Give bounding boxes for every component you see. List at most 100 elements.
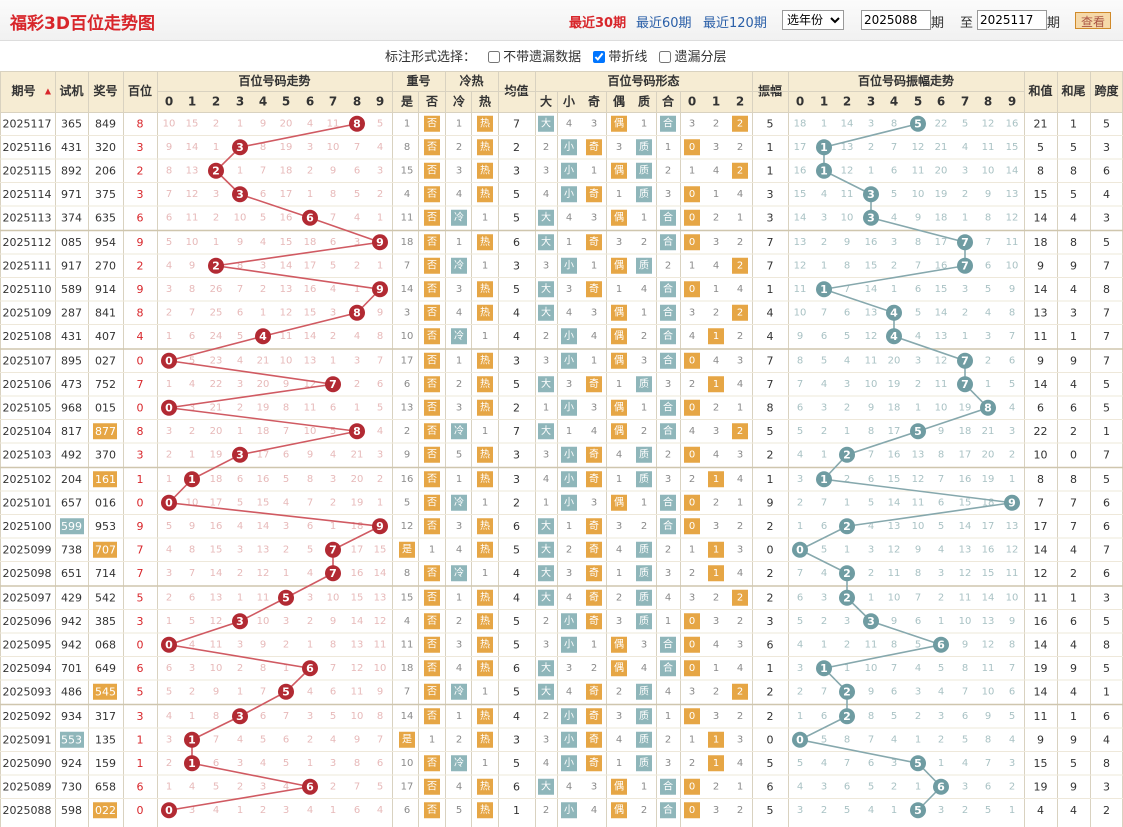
- trend-miss: 12: [374, 616, 387, 627]
- form-miss: 3: [665, 189, 671, 200]
- header-issue[interactable]: 期号: [11, 83, 35, 98]
- form-tag: [586, 471, 602, 488]
- repeat-miss: 10: [401, 331, 414, 342]
- trend-miss: 4: [307, 118, 313, 129]
- repeat-no-tag: [424, 589, 440, 606]
- to-issue-input[interactable]: [977, 10, 1047, 30]
- option-no-miss[interactable]: 不带遗漏数据: [488, 50, 581, 65]
- hot-miss: 1: [482, 568, 488, 579]
- option-polyline-checkbox[interactable]: [593, 51, 606, 63]
- query-button[interactable]: 查看: [1075, 12, 1111, 29]
- amp-miss: 4: [1009, 402, 1015, 413]
- table-row-span: 8: [1103, 757, 1110, 770]
- amp-miss: 1: [821, 449, 827, 460]
- sort-icon[interactable]: ▲: [45, 87, 52, 96]
- form-value: 奇: [589, 235, 599, 248]
- amp-miss: 13: [982, 616, 995, 627]
- trend-miss: 5: [283, 474, 289, 485]
- form-tag: [684, 186, 700, 203]
- trend-miss: 3: [237, 379, 243, 390]
- amp-miss: 7: [797, 568, 803, 579]
- trend-miss: 8: [330, 639, 336, 650]
- trend-miss: 3: [307, 711, 313, 722]
- trend-miss: 13: [186, 165, 199, 176]
- amplitude-ball: [863, 186, 879, 203]
- table-row-sum: 12: [1034, 567, 1048, 580]
- nav-recent-120[interactable]: 最近120期: [703, 16, 767, 31]
- top-bar: 福彩3D百位走势图 最近30期 最近60期 最近120期 选年份 期 至 期 查…: [0, 0, 1123, 41]
- form-tag: [732, 589, 748, 606]
- table-row-tail: 1: [1070, 591, 1077, 604]
- option-no-miss-checkbox[interactable]: [488, 51, 501, 63]
- form-miss: 3: [616, 237, 622, 248]
- table-row-span: 6: [1103, 567, 1110, 580]
- form-miss: 4: [737, 379, 743, 390]
- form-tag: [660, 234, 676, 251]
- table-row-issue: 2025093: [3, 685, 52, 698]
- option-miss-layer-checkbox[interactable]: [659, 51, 672, 63]
- trend-miss: 18: [304, 237, 317, 248]
- form-value: 0: [689, 639, 695, 650]
- hot-tag: [477, 471, 493, 488]
- table-row-hundred: 9: [137, 520, 144, 533]
- amp-miss: 1: [844, 663, 850, 674]
- hot: 热: [480, 542, 490, 555]
- amp-miss: 4: [962, 758, 968, 769]
- form-tag: [538, 209, 554, 226]
- table-row-span: 5: [1103, 236, 1110, 249]
- form-miss: 3: [641, 639, 647, 650]
- table-row-tail: 9: [1070, 354, 1077, 367]
- repeat-prize-tag: [93, 423, 117, 440]
- from-issue-input[interactable]: [861, 10, 931, 30]
- option-polyline[interactable]: 带折线: [593, 50, 647, 65]
- form-tag: [636, 541, 652, 558]
- form-value: 偶: [614, 400, 624, 413]
- amplitude-ball: [839, 565, 855, 582]
- cold-miss: 1: [456, 118, 462, 129]
- header-form-col: 2: [736, 95, 744, 109]
- amp-miss: 12: [935, 355, 948, 366]
- trend-miss: 9: [237, 237, 243, 248]
- options-prompt: 标注形式选择：: [385, 50, 477, 65]
- repeat-no-tag: [424, 234, 440, 251]
- trend-miss: 7: [189, 568, 195, 579]
- hot-miss: 1: [482, 758, 488, 769]
- hot-tag: [477, 518, 493, 535]
- form-tag: [561, 636, 577, 653]
- trend-miss: 8: [237, 260, 243, 271]
- cold-tag: [451, 257, 467, 274]
- nav-recent-60[interactable]: 最近60期: [636, 16, 692, 31]
- form-miss: 3: [641, 355, 647, 366]
- repeat-no-tag: [424, 494, 440, 511]
- form-tag: [732, 423, 748, 440]
- amp-miss: 12: [912, 142, 925, 153]
- table-row-prize: 068: [95, 638, 116, 651]
- amp-miss: 11: [888, 568, 901, 579]
- form-value: 质: [639, 685, 649, 697]
- form-miss: 2: [665, 260, 671, 271]
- repeat-no-tag: [424, 708, 440, 725]
- form-tag: [538, 518, 554, 535]
- hot-tag: [477, 660, 493, 677]
- table-row-prize: 407: [95, 330, 116, 343]
- trend-miss: 8: [354, 758, 360, 769]
- year-select[interactable]: 选年份: [782, 10, 844, 30]
- form-value: 小: [564, 448, 574, 460]
- option-miss-layer[interactable]: 遗漏分层: [659, 50, 726, 65]
- trend-miss: 4: [260, 237, 266, 248]
- form-tag: [732, 257, 748, 274]
- form-value: 合: [663, 282, 673, 295]
- nav-recent-30[interactable]: 最近30期: [569, 16, 627, 31]
- table-row-hundred: 6: [137, 780, 144, 793]
- repeat-prize-tag: [93, 802, 117, 819]
- repeat-miss: 14: [401, 284, 414, 295]
- table-row-amp: 1: [767, 283, 774, 296]
- amp-miss: 4: [938, 686, 944, 697]
- table-row-test: 968: [61, 401, 82, 414]
- trend-miss: 20: [210, 426, 223, 437]
- table-row-prize: 016: [95, 496, 116, 509]
- form-miss: 3: [543, 734, 549, 745]
- form-miss: 1: [641, 781, 647, 792]
- form-miss: 2: [689, 568, 695, 579]
